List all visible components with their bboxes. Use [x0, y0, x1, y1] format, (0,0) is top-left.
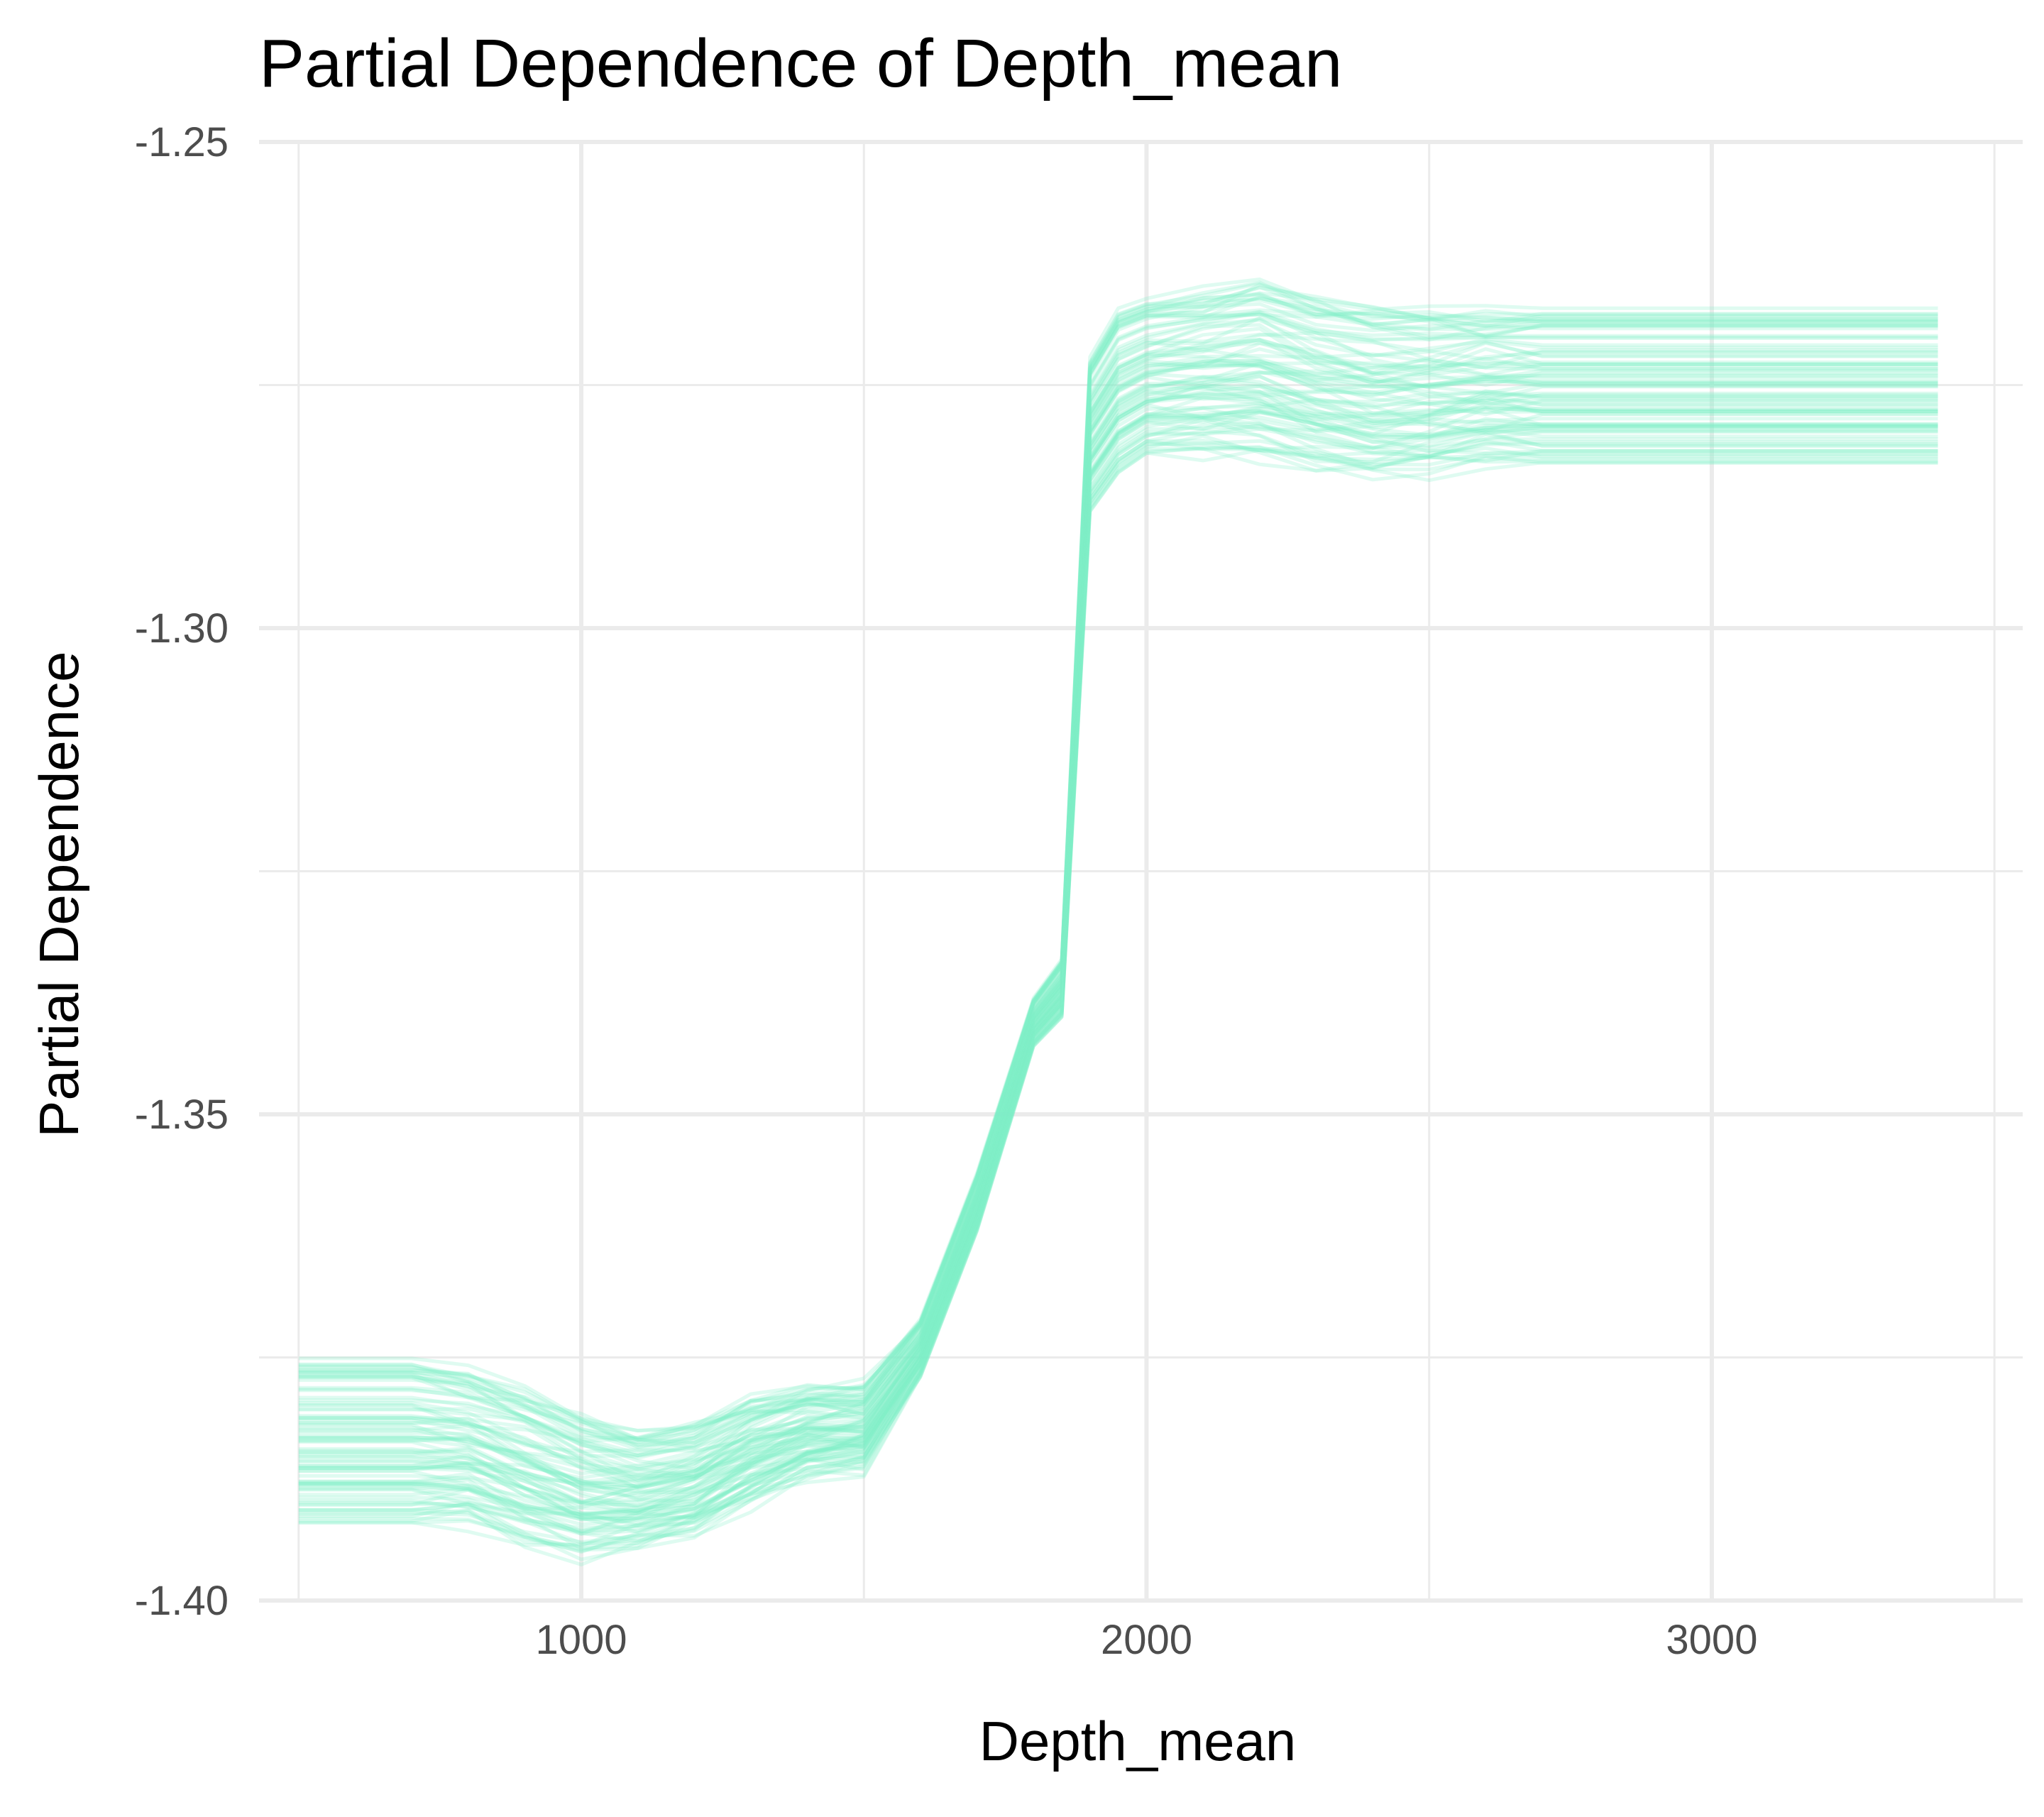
ice-curve: [299, 431, 1938, 1543]
ice-curve: [299, 391, 1938, 1502]
ice-curve: [299, 441, 1938, 1542]
ice-curve: [299, 419, 1938, 1549]
ice-curve: [299, 364, 1938, 1496]
y-tick-label: -1.35: [135, 1092, 229, 1138]
ice-curve: [299, 312, 1938, 1466]
ice-curve: [299, 386, 1938, 1514]
ice-curve: [299, 373, 1938, 1486]
ice-curve: [299, 312, 1938, 1456]
chart-title: Partial Dependence of Depth_mean: [259, 26, 1342, 101]
ice-curve: [299, 363, 1938, 1478]
ice-curve: [299, 387, 1938, 1519]
ice-curve: [299, 397, 1938, 1515]
ice-curves: [299, 280, 1938, 1565]
ice-curve: [299, 441, 1938, 1545]
ice-curve: [299, 408, 1938, 1531]
ice-curve: [299, 363, 1938, 1502]
ice-curve: [299, 343, 1938, 1475]
ice-curve: [299, 320, 1938, 1469]
x-tick-label: 2000: [1101, 1617, 1192, 1663]
ice-curve: [299, 319, 1938, 1481]
x-axis-title: Depth_mean: [979, 1710, 1297, 1772]
ice-curve: [299, 362, 1938, 1487]
ice-curve: [299, 410, 1938, 1517]
ice-curve: [299, 447, 1938, 1547]
ice-curve: [299, 412, 1938, 1518]
ice-curve: [299, 361, 1938, 1486]
ice-curve: [299, 417, 1938, 1533]
y-tick-label: -1.30: [135, 605, 229, 652]
ice-curve: [299, 393, 1938, 1513]
ice-curve: [299, 361, 1938, 1494]
ice-curve: [299, 310, 1938, 1442]
x-tick-label: 3000: [1666, 1617, 1757, 1663]
ice-curve: [299, 371, 1938, 1482]
ice-curve: [299, 424, 1938, 1541]
ice-curve: [299, 447, 1938, 1549]
x-tick-label: 1000: [535, 1617, 627, 1663]
ice-curve: [299, 393, 1938, 1505]
ice-curve: [299, 400, 1938, 1509]
ice-curve: [299, 377, 1938, 1508]
x-axis-ticks: 1000 2000 3000: [535, 1617, 1757, 1663]
ice-curve: [299, 429, 1938, 1532]
ice-curve: [299, 304, 1938, 1453]
ice-curve: [299, 365, 1938, 1489]
ice-curve: [299, 412, 1938, 1520]
ice-curve: [299, 318, 1938, 1469]
y-tick-label: -1.25: [135, 119, 229, 165]
ice-curve: [299, 450, 1938, 1545]
ice-curve: [299, 362, 1938, 1498]
ice-curve: [299, 403, 1938, 1523]
ice-curve: [299, 376, 1938, 1512]
ice-curve: [299, 412, 1938, 1519]
ice-curve: [299, 344, 1938, 1477]
ice-curve: [299, 394, 1938, 1510]
ice-curve: [299, 334, 1938, 1456]
ice-curve: [299, 340, 1938, 1473]
ice-curve: [299, 441, 1938, 1552]
ice-curve: [299, 325, 1938, 1483]
ice-curve: [299, 378, 1938, 1503]
y-tick-label: -1.40: [135, 1578, 229, 1624]
y-axis-ticks: -1.40 -1.35 -1.30 -1.25: [135, 119, 229, 1624]
ice-curve: [299, 411, 1938, 1520]
ice-curve: [299, 333, 1938, 1451]
ice-curve: [299, 385, 1938, 1503]
y-axis-title: Partial Dependence: [28, 651, 90, 1137]
ice-curve: [299, 339, 1938, 1475]
ice-curve: [299, 417, 1938, 1534]
ice-curve: [299, 444, 1938, 1552]
ice-curve: [299, 385, 1938, 1525]
ice-curve: [299, 425, 1938, 1527]
ice-curve: [299, 357, 1938, 1488]
ice-curve: [299, 314, 1938, 1458]
ice-curve: [299, 314, 1938, 1455]
ice-curve: [299, 310, 1938, 1438]
ice-curve: [299, 340, 1938, 1487]
ice-curve: [299, 406, 1938, 1515]
ice-curve: [299, 386, 1938, 1501]
ice-curve: [299, 376, 1938, 1505]
ice-curve: [299, 397, 1938, 1532]
ice-curve: [299, 349, 1938, 1483]
ice-curve: [299, 354, 1938, 1473]
ice-curve: [299, 427, 1938, 1531]
ice-curve: [299, 372, 1938, 1491]
ice-curve: [299, 329, 1938, 1488]
ice-curve: [299, 349, 1938, 1478]
ice-curve: [299, 409, 1938, 1515]
ice-curve: [299, 436, 1938, 1559]
